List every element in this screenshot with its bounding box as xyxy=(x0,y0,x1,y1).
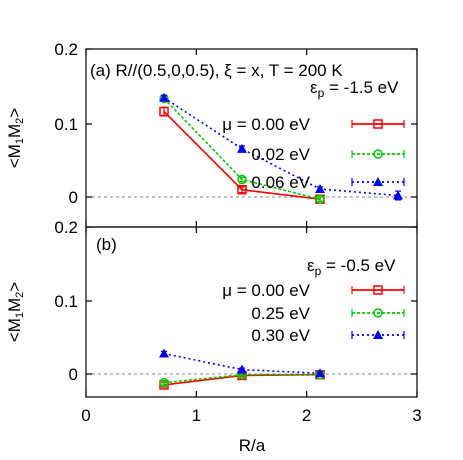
data-point xyxy=(237,174,247,185)
data-point xyxy=(315,194,325,204)
panel-a-legend: μ = 0.00 eV 0.02 eV 0.06 eV xyxy=(222,115,405,192)
x-tick-label: 1 xyxy=(192,406,201,425)
data-point xyxy=(237,184,247,195)
series-line-1 xyxy=(163,373,321,384)
x-axis-label: R/a xyxy=(239,436,266,455)
x-tick-label: 2 xyxy=(302,406,311,425)
data-point xyxy=(159,378,169,388)
legend-label: 0.02 eV xyxy=(251,145,310,164)
y-tick-label: 0 xyxy=(69,365,78,384)
y-tick-label: 0.1 xyxy=(54,292,78,311)
panel-b-frame xyxy=(85,226,418,398)
panel-a-energy-label: εp = -1.5 eV xyxy=(310,78,399,100)
data-point xyxy=(237,143,248,153)
panel-a-ylabel: <M1M2> xyxy=(5,108,26,169)
x-tick-label: 0 xyxy=(81,406,90,425)
data-point xyxy=(159,106,169,117)
legend-label: 0.06 eV xyxy=(251,173,310,192)
legend-label: μ = 0.00 eV xyxy=(222,115,310,134)
data-point xyxy=(159,348,170,358)
data-point xyxy=(237,364,248,374)
data-point xyxy=(159,92,170,102)
panel-b: (b) εp = -0.5 eV <M1M2> 0 0.1 0.2 0 1 2 3 μ = … xyxy=(5,218,422,425)
panel-a: (a) R//(0.5,0,0.5), ξ = x, T = 200 K εp … xyxy=(5,40,418,228)
y-tick-label: 0.1 xyxy=(54,115,78,134)
legend-label: μ = 0.00 eV xyxy=(222,281,310,300)
x-tick-label: 3 xyxy=(412,406,421,425)
panel-a-plot: 0 0.1 0.2 xyxy=(54,40,418,227)
series-line-2 xyxy=(163,97,399,197)
legend-marker xyxy=(373,308,383,318)
panel-b-annotation: (b) xyxy=(96,235,117,254)
series-line-2 xyxy=(163,352,321,375)
y-tick-label: 0.2 xyxy=(54,218,78,237)
panel-b-energy-label: εp = -0.5 eV xyxy=(307,256,396,278)
panel-a-annotation: (a) R//(0.5,0,0.5), ξ = x, T = 200 K xyxy=(90,61,343,80)
legend-marker xyxy=(373,149,383,159)
legend-label: 0.30 eV xyxy=(251,326,310,345)
legend-marker xyxy=(373,330,383,339)
y-tick-label: 0.2 xyxy=(54,40,78,59)
panel-b-legend: μ = 0.00 eV 0.25 eV 0.30 eV xyxy=(222,281,405,345)
legend-label: 0.25 eV xyxy=(251,304,310,323)
legend-marker xyxy=(373,285,383,295)
data-point xyxy=(393,190,404,200)
panel-b-ylabel: <M1M2> xyxy=(5,282,26,343)
legend-marker xyxy=(373,177,383,186)
legend-marker xyxy=(373,119,383,129)
data-point xyxy=(315,183,326,193)
panel-b-plot: 0 0.1 0.2 0 1 2 3 xyxy=(54,218,421,425)
data-point xyxy=(315,368,326,378)
y-tick-label: 0 xyxy=(69,188,78,207)
